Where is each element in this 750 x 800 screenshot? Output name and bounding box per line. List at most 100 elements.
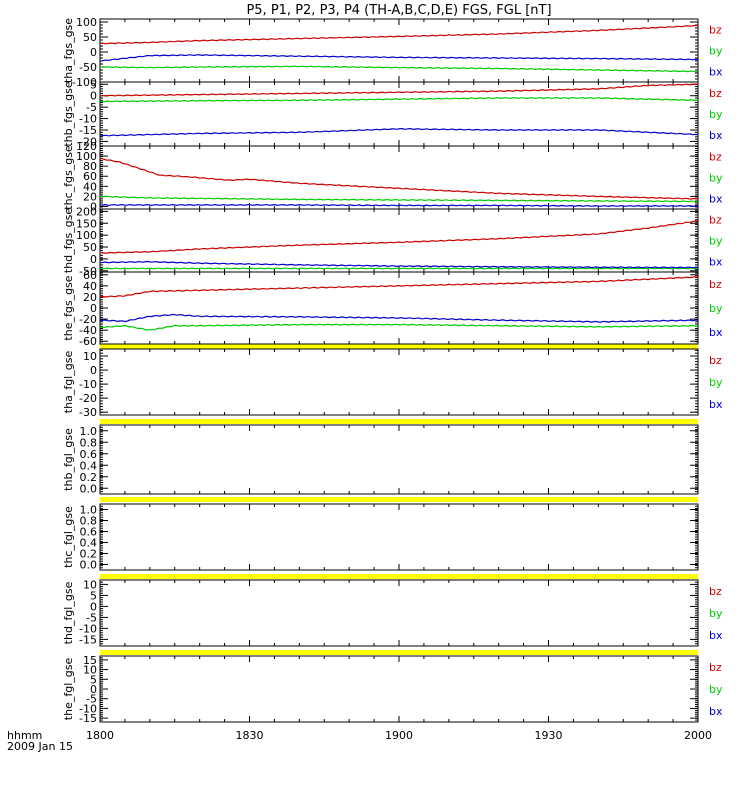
y-tick-label: 0.2	[80, 548, 98, 561]
y-tick-label: 0.6	[80, 526, 98, 539]
legend-bx: bx	[709, 65, 723, 78]
panel-frame	[99, 348, 699, 416]
legend-bx: bx	[709, 326, 723, 339]
y-tick-label: -20	[79, 313, 97, 326]
y-axis-label: tha_fgl_gse	[62, 351, 75, 414]
y-axis-label: thd_fgl_gse	[62, 581, 75, 644]
legend-bx: bx	[709, 129, 723, 142]
series-line-bx	[99, 203, 699, 208]
legend-by: by	[709, 108, 723, 121]
y-tick-label: 0	[90, 200, 97, 213]
y-tick-label: -10	[79, 113, 97, 126]
legend-bz: bz	[709, 278, 722, 291]
panel-thb_fgs_gse: 50-5-10-15-20 thb_fgs_gse bz by bx	[62, 78, 723, 148]
y-tick-label: 10	[83, 664, 97, 677]
legend-bx: bx	[709, 705, 723, 718]
y-tick-label: 80	[83, 160, 97, 173]
legend-bz: bz	[709, 24, 722, 37]
y-tick-label: 1.0	[80, 504, 98, 517]
y-tick-label: -10	[79, 702, 97, 715]
panel-thc_fgl_gse: 1.00.80.60.40.20.0 thc_fgl_gse	[62, 503, 699, 572]
series-line-by	[99, 96, 699, 103]
y-tick-label: 0.4	[80, 459, 98, 472]
legend-by: by	[709, 172, 723, 185]
y-tick-label: 60	[83, 269, 97, 282]
y-tick-label: 0	[90, 46, 97, 59]
flag-bar-4	[100, 574, 698, 579]
panel-frame	[99, 655, 699, 723]
series-line-bz	[99, 24, 699, 45]
panel-tha_fgl_gse: 100-10-20-30 tha_fgl_gse bz by bx	[62, 348, 723, 419]
y-tick-label: 0.2	[80, 471, 98, 484]
legend-bz: bz	[709, 354, 722, 367]
legend-by: by	[709, 607, 723, 620]
y-tick-label: 40	[83, 180, 97, 193]
series-line-bx	[99, 260, 699, 269]
y-tick-label: 120	[76, 140, 97, 153]
x-axis-label-hhmm: hhmm	[7, 729, 42, 742]
y-axis-label: the_fgl_gse	[62, 658, 75, 721]
y-tick-label: 0	[90, 683, 97, 696]
series-line-by	[99, 323, 699, 331]
y-tick-label: -60	[79, 335, 97, 348]
y-axis-label: thb_fgl_gse	[62, 428, 75, 491]
y-tick-label: 60	[83, 170, 97, 183]
y-tick-label: 0	[90, 364, 97, 377]
series-line-bz	[99, 83, 699, 97]
panel-frame	[99, 503, 699, 571]
legend-bx: bx	[709, 629, 723, 642]
x-tick-label: 2000	[684, 729, 712, 742]
y-tick-label: 5	[90, 673, 97, 686]
panel-frame	[99, 271, 699, 345]
y-tick-label: 50	[83, 31, 97, 44]
y-tick-label: 200	[76, 205, 97, 218]
y-tick-label: -5	[86, 611, 97, 624]
y-tick-label: 100	[76, 229, 97, 242]
legend-bz: bz	[709, 87, 722, 100]
y-axis-label: thd_fgs_gse	[62, 208, 75, 274]
legend-bx: bx	[709, 398, 723, 411]
flag-bar-3	[100, 497, 698, 502]
legend-by: by	[709, 235, 723, 248]
x-axis: hhmm 2009 Jan 15 1800 1830 1900 1930 2000	[7, 729, 712, 753]
x-tick-label: 1830	[236, 729, 264, 742]
series-line-bx	[99, 127, 699, 137]
y-tick-label: -50	[79, 265, 97, 278]
y-tick-label: 0	[90, 302, 97, 315]
plot-title: P5, P1, P2, P3, P4 (TH-A,B,C,D,E) FGS, F…	[246, 3, 551, 18]
flag-bar-5	[100, 650, 698, 655]
legend-bz: bz	[709, 214, 722, 227]
y-tick-label: -5	[86, 101, 97, 114]
series-line-by	[99, 267, 699, 270]
legend-bz: bz	[709, 585, 722, 598]
y-tick-label: 1.0	[80, 425, 98, 438]
y-tick-label: 0	[90, 600, 97, 613]
y-tick-label: 20	[83, 291, 97, 304]
y-tick-label: 0.6	[80, 448, 98, 461]
series-line-by	[99, 195, 699, 203]
panel-thb_fgl_gse: 1.00.80.60.40.20.0 thb_fgl_gse	[62, 424, 699, 495]
y-tick-label: 0.8	[80, 436, 98, 449]
y-tick-label: 100	[76, 16, 97, 29]
legend-by: by	[709, 302, 723, 315]
x-tick-label: 1900	[385, 729, 413, 742]
y-axis-label: thc_fgs_gse	[62, 145, 75, 210]
panel-frame	[99, 579, 699, 647]
y-tick-label: -5	[86, 693, 97, 706]
y-axis-label: thb_fgs_gse	[62, 81, 75, 147]
y-tick-label: 50	[83, 241, 97, 254]
y-tick-label: 0.0	[80, 482, 98, 495]
legend-bx: bx	[709, 192, 723, 205]
legend-bx: bx	[709, 255, 723, 268]
legend-by: by	[709, 683, 723, 696]
series-line-bx	[99, 313, 699, 323]
y-tick-label: -100	[72, 76, 97, 89]
y-tick-label: 10	[83, 350, 97, 363]
legend-bz: bz	[709, 151, 722, 164]
y-tick-label: 5	[90, 589, 97, 602]
